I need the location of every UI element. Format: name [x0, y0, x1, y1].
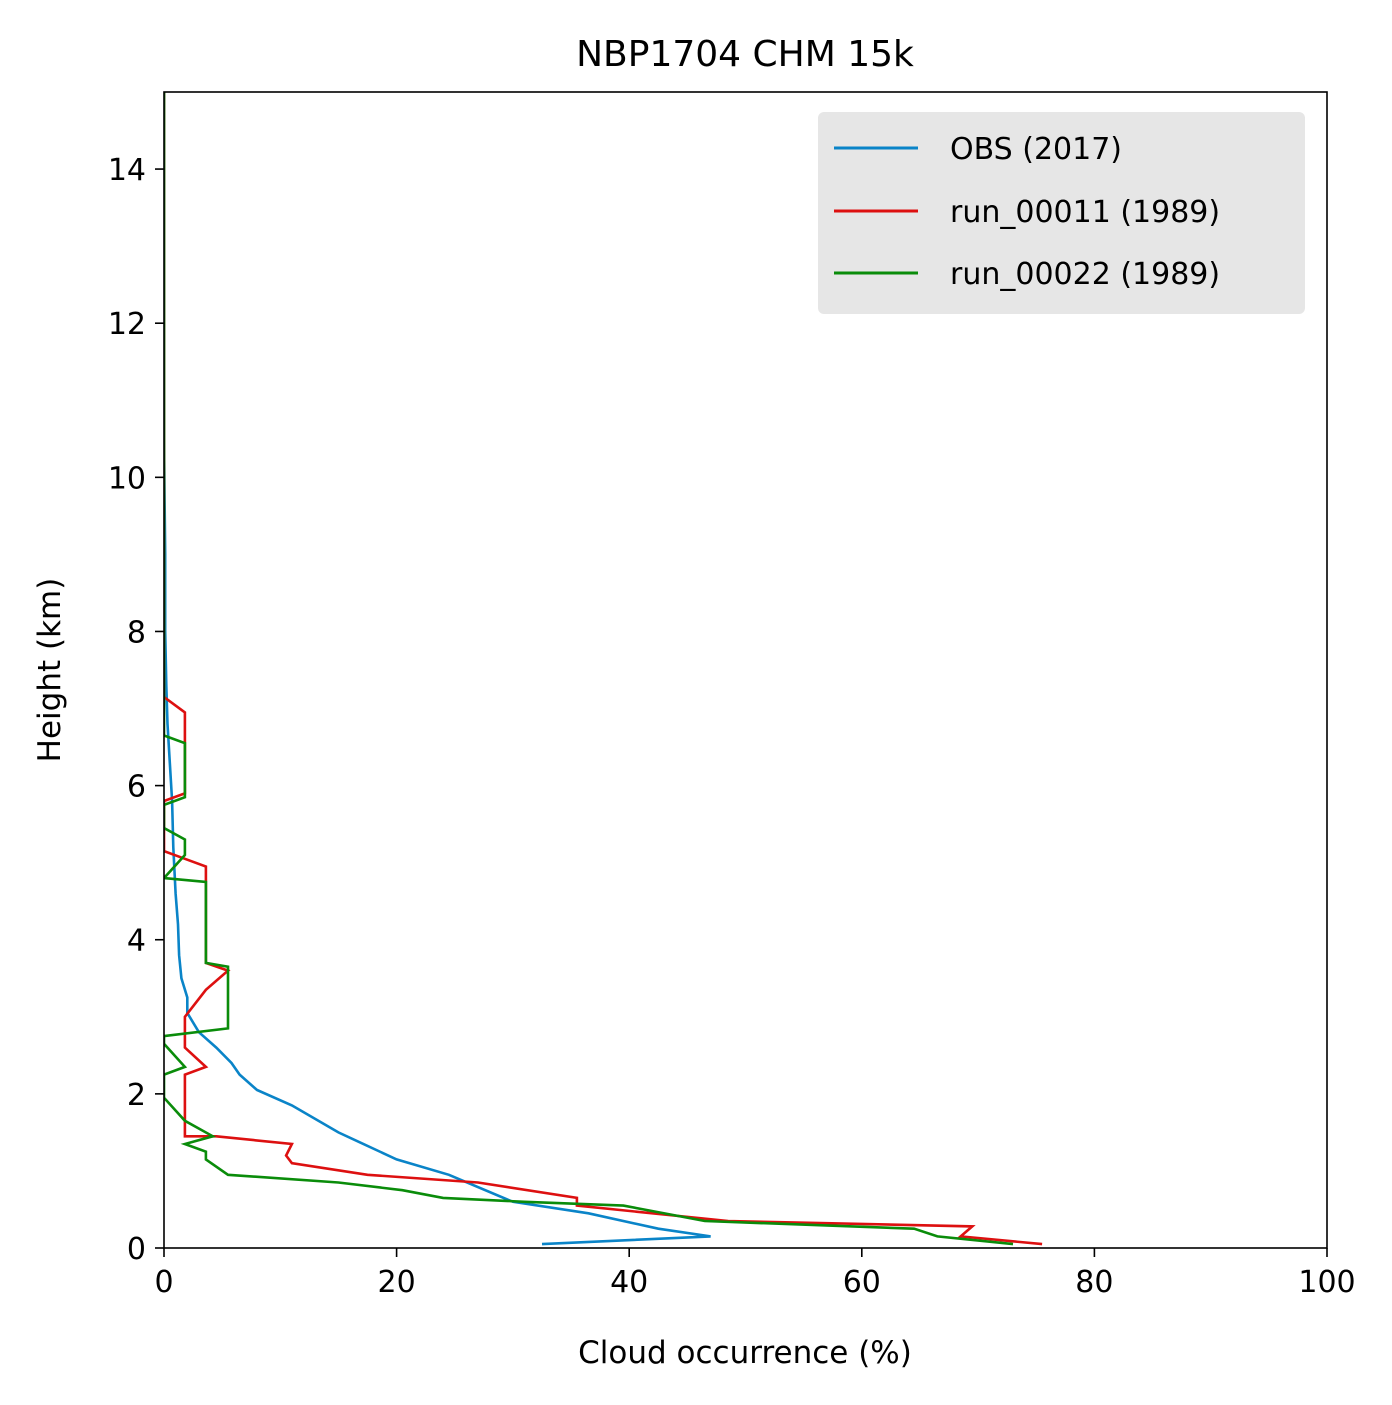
y-tick-label: 0: [127, 1232, 146, 1267]
y-tick-label: 12: [108, 307, 146, 342]
x-tick-label: 60: [843, 1265, 881, 1300]
legend: OBS (2017) run_00011 (1989) run_00022 (1…: [818, 112, 1305, 314]
x-tick-label: 20: [378, 1265, 416, 1300]
y-tick-label: 6: [127, 770, 146, 805]
x-tick-label: 0: [154, 1265, 173, 1300]
y-tick-label: 14: [108, 153, 146, 188]
legend-label-run-00011: run_00011 (1989): [950, 195, 1220, 230]
plot-frame: [163, 91, 1328, 1249]
legend-label-run-00022: run_00022 (1989): [950, 257, 1220, 292]
y-axis: 0 2 4 6 8 10 12 14: [108, 153, 164, 1267]
x-tick-label: 100: [1298, 1265, 1355, 1300]
y-tick-label: 2: [127, 1078, 146, 1113]
series-line-obs: [164, 92, 711, 1246]
series-line-run-00011: [164, 92, 1043, 1246]
series-layer: [164, 92, 1043, 1246]
legend-background: [818, 112, 1305, 314]
y-tick-label: 8: [127, 615, 146, 650]
x-tick-label: 40: [610, 1265, 648, 1300]
legend-label-obs: OBS (2017): [950, 132, 1122, 167]
y-tick-label: 4: [127, 924, 146, 959]
x-axis: 0 20 40 60 80 100: [154, 1248, 1356, 1300]
x-axis-title: Cloud occurrence (%): [578, 1335, 912, 1371]
y-axis-title: Height (km): [32, 578, 68, 763]
y-tick-label: 10: [108, 461, 146, 496]
chart-title: NBP1704 CHM 15k: [576, 34, 914, 75]
x-tick-label: 80: [1075, 1265, 1113, 1300]
series-line-run-00022: [164, 92, 1014, 1246]
